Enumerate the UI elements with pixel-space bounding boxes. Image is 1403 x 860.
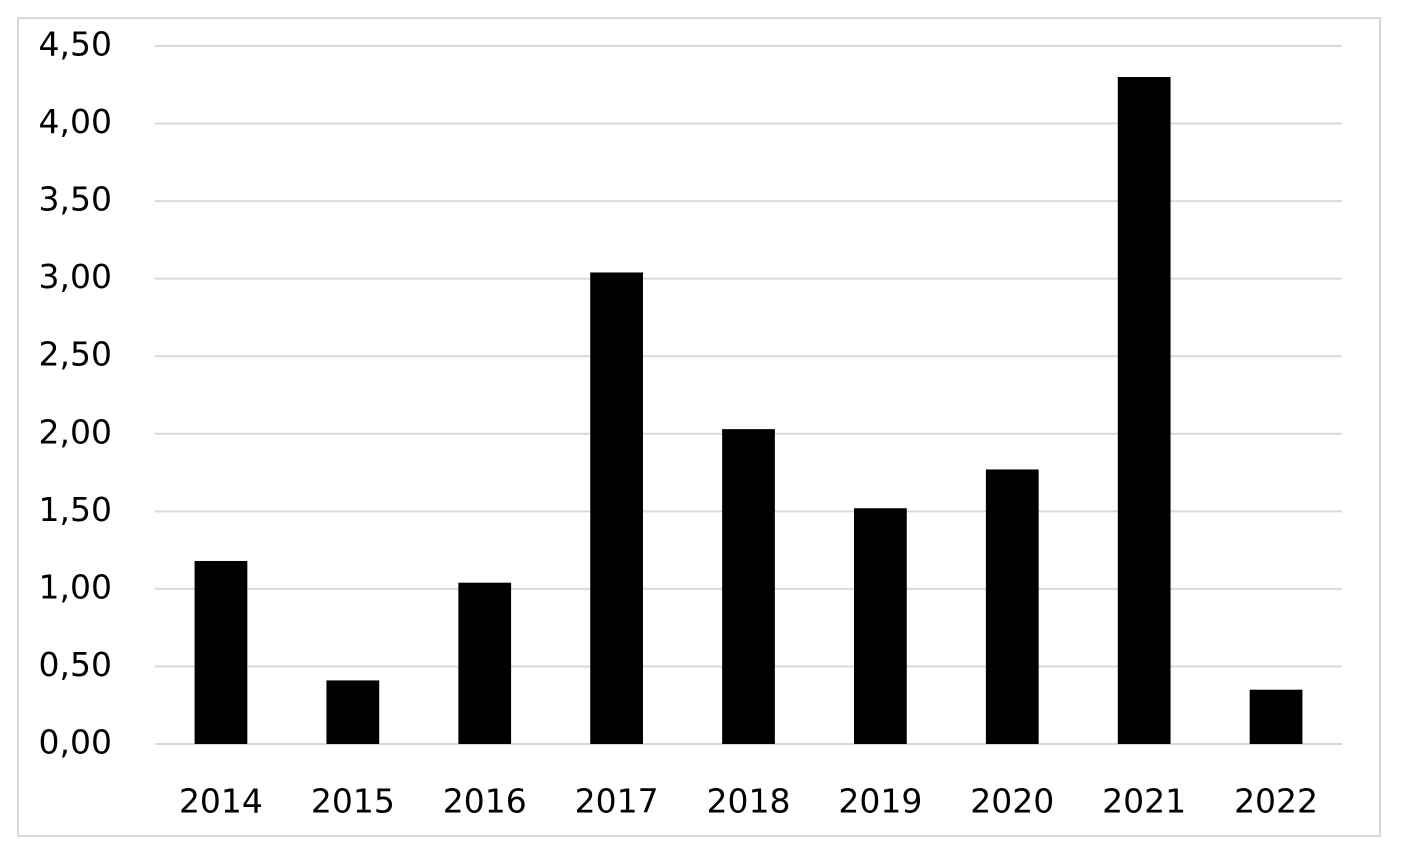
y-tick-label: 1,00 xyxy=(39,567,112,606)
y-tick-label: 4,00 xyxy=(39,102,112,141)
y-tick-label: 3,00 xyxy=(39,257,112,296)
bar xyxy=(854,508,907,744)
y-tick-label: 2,50 xyxy=(39,335,112,374)
x-tick-label: 2017 xyxy=(575,782,659,821)
bar xyxy=(985,469,1039,744)
x-tick-label: 2021 xyxy=(1102,782,1186,821)
y-tick-label: 1,50 xyxy=(39,490,112,529)
y-tick-label: 0,50 xyxy=(39,645,112,684)
y-tick-label: 2,00 xyxy=(39,412,112,451)
bar xyxy=(326,680,380,744)
x-tick-label: 2018 xyxy=(707,782,791,821)
y-tick-label: 3,50 xyxy=(39,180,112,219)
x-tick-label: 2020 xyxy=(970,782,1054,821)
bar xyxy=(590,272,643,744)
bar xyxy=(458,582,512,744)
bar xyxy=(1117,77,1171,745)
bar xyxy=(194,560,248,744)
bar xyxy=(1249,689,1303,744)
x-tick-label: 2014 xyxy=(179,782,263,821)
x-tick-label: 2016 xyxy=(443,782,527,821)
bar xyxy=(722,429,775,744)
x-tick-label: 2022 xyxy=(1234,782,1318,821)
y-tick-label: 4,50 xyxy=(39,25,112,64)
y-tick-label: 0,00 xyxy=(39,723,112,762)
x-tick-label: 2015 xyxy=(311,782,395,821)
x-tick-label: 2019 xyxy=(838,782,922,821)
